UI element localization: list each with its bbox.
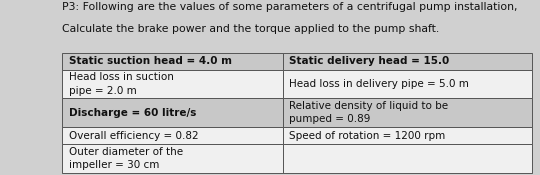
Text: Overall efficiency = 0.82: Overall efficiency = 0.82 [69, 131, 198, 141]
Bar [283, 127, 532, 144]
Text: Head loss in suction
pipe = 2.0 m: Head loss in suction pipe = 2.0 m [69, 72, 173, 96]
Bar [62, 52, 283, 69]
Bar [62, 144, 283, 173]
Bar [62, 127, 283, 144]
Text: Static suction head = 4.0 m: Static suction head = 4.0 m [69, 56, 232, 66]
Bar [283, 69, 532, 98]
Bar [283, 52, 532, 69]
Text: Relative density of liquid to be
pumped = 0.89: Relative density of liquid to be pumped … [289, 101, 449, 124]
Bar [283, 144, 532, 173]
Text: Outer diameter of the
impeller = 30 cm: Outer diameter of the impeller = 30 cm [69, 147, 183, 170]
Text: Calculate the brake power and the torque applied to the pump shaft.: Calculate the brake power and the torque… [62, 25, 440, 34]
Text: Static delivery head = 15.0: Static delivery head = 15.0 [289, 56, 450, 66]
Bar [62, 69, 283, 98]
Text: P3: Following are the values of some parameters of a centrifugal pump installati: P3: Following are the values of some par… [62, 2, 518, 12]
Text: Head loss in delivery pipe = 5.0 m: Head loss in delivery pipe = 5.0 m [289, 79, 469, 89]
Text: Speed of rotation = 1200 rpm: Speed of rotation = 1200 rpm [289, 131, 445, 141]
Bar [62, 98, 283, 127]
Text: Discharge = 60 litre/s: Discharge = 60 litre/s [69, 108, 196, 118]
Bar [283, 98, 532, 127]
